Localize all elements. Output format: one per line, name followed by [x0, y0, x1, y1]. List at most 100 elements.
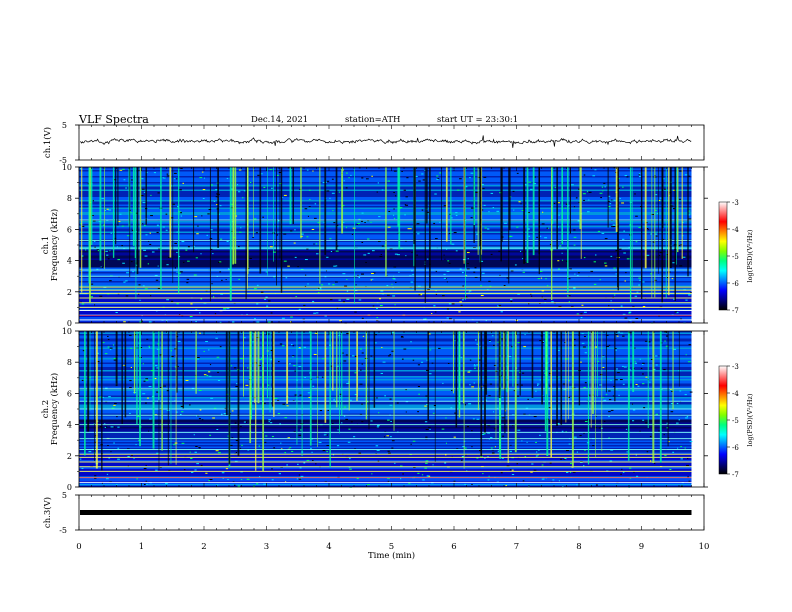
spectrogram-speckle: [199, 312, 201, 314]
spectrogram-speckle: [426, 211, 429, 213]
spectrogram-speckle: [176, 411, 178, 413]
spectrogram-speckle: [144, 402, 147, 404]
spectrogram-speckle: [446, 317, 449, 319]
spectrogram-speckle: [659, 252, 663, 254]
spectrogram-speckle: [227, 435, 229, 437]
spectrogram-speckle: [576, 313, 579, 315]
spectrogram-speckle: [263, 402, 266, 404]
spectrogram-speckle: [226, 307, 230, 309]
y-tick-label: 4: [67, 421, 72, 430]
spectrogram-speckle: [105, 478, 109, 480]
spectrogram-speckle: [420, 361, 424, 363]
spectrogram-speckle: [619, 379, 623, 381]
spectrogram-speckle: [397, 254, 400, 256]
spectrogram-speckle: [159, 354, 162, 356]
spectrogram-speckle: [567, 396, 570, 398]
x-tick-label: 7: [514, 542, 519, 552]
spectrogram-speckle: [436, 178, 439, 180]
spectrogram-speckle: [189, 451, 191, 453]
spectrogram-speckle: [341, 422, 343, 424]
spectrogram-speckle: [156, 452, 159, 454]
spectrogram-speckle: [592, 175, 596, 177]
spectrogram-speckle: [565, 203, 568, 205]
spectrogram-speckle: [416, 223, 420, 225]
spectrogram-speckle: [109, 280, 112, 282]
spectrogram-speckle: [487, 479, 490, 481]
spectrogram-speckle: [471, 430, 473, 432]
spectrogram-band: [79, 374, 692, 376]
spectrogram-speckle: [242, 197, 244, 199]
spectrogram-speckle: [629, 477, 632, 479]
spectrogram-speckle: [107, 335, 109, 337]
spectrogram-speckle: [492, 207, 495, 209]
spectrogram-speckle: [387, 355, 391, 357]
x-tick-label: 4: [326, 542, 331, 552]
x-axis-label: Time (min): [368, 550, 415, 561]
spectrogram-speckle: [374, 342, 377, 344]
spectrogram-speckle: [227, 268, 230, 270]
spectrogram-speckle: [639, 358, 641, 360]
spectrogram-speckle: [304, 377, 306, 379]
spectrogram-speckle: [454, 340, 456, 342]
spectrogram-speckle: [624, 175, 628, 177]
spectrogram-speckle: [674, 311, 678, 313]
spectrogram-speckle: [602, 397, 605, 399]
spectrogram-speckle: [329, 238, 332, 240]
spectrogram-speckle: [665, 335, 669, 337]
spectrogram-speckle: [281, 196, 284, 198]
spectrogram-speckle: [459, 178, 462, 180]
spectrogram-speckle: [365, 261, 367, 263]
spectrogram-speckle: [564, 342, 566, 344]
spectrogram-speckle: [123, 281, 126, 283]
spectrogram-speckle: [530, 295, 533, 297]
spectrogram-speckle: [195, 321, 197, 323]
spectrogram-speckle: [621, 202, 625, 204]
spectrogram-band: [79, 377, 692, 379]
spectrogram-speckle: [401, 335, 404, 337]
spectrogram-speckle: [410, 281, 414, 283]
spectrogram-speckle: [145, 480, 148, 482]
spectrogram-speckle: [602, 356, 605, 358]
spectrogram-speckle: [140, 195, 144, 197]
spectrogram-speckle: [273, 447, 276, 449]
spectrogram-speckle: [277, 174, 279, 176]
spectrogram-speckle: [131, 179, 133, 181]
spectrogram-band: [79, 371, 692, 373]
spectrogram-band: [79, 434, 692, 436]
spectrogram-speckle: [469, 384, 471, 386]
spectrogram-speckle: [664, 340, 666, 342]
spectrogram-speckle: [217, 379, 221, 381]
spectrogram-speckle: [568, 380, 570, 382]
spectrogram-speckle: [470, 172, 474, 174]
spectrogram-speckle: [291, 356, 295, 358]
spectrogram-speckle: [176, 271, 178, 273]
spectrogram-speckle: [638, 173, 641, 175]
spectrogram-speckle: [463, 440, 466, 442]
spectrogram-speckle: [670, 205, 674, 207]
spectrogram-speckle: [296, 478, 299, 480]
spectrogram-speckle: [245, 384, 249, 386]
spectrogram-speckle: [180, 167, 183, 169]
spectrogram-speckle: [573, 236, 577, 238]
spectrogram-speckle: [240, 227, 242, 229]
spectrogram-speckle: [688, 294, 691, 296]
spectrogram-speckle: [343, 180, 345, 182]
spectrogram-speckle: [568, 301, 570, 303]
spectrogram-speckle: [234, 460, 238, 462]
spectrogram-band: [79, 281, 692, 283]
spectrogram-speckle: [652, 241, 656, 243]
spectrogram-speckle: [447, 362, 450, 364]
spectrogram-speckle: [541, 478, 545, 480]
spectrogram-speckle: [469, 359, 472, 361]
spectrogram-speckle: [584, 382, 587, 384]
spectrogram-speckle: [551, 301, 554, 303]
spectrogram-speckle: [394, 195, 397, 197]
spectrogram-speckle: [626, 451, 628, 453]
spectrogram-speckle: [389, 248, 393, 250]
spectrogram-speckle: [174, 348, 178, 350]
spectrogram-band: [79, 401, 692, 403]
spectrogram-speckle: [475, 339, 477, 341]
spectrogram-speckle: [315, 463, 317, 465]
spectrogram-speckle: [442, 382, 444, 384]
spectrogram-band: [79, 305, 692, 307]
